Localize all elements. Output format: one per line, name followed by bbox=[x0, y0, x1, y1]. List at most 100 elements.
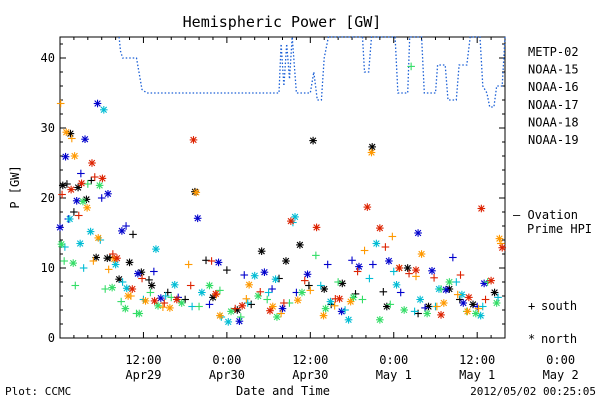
south-point bbox=[118, 278, 127, 286]
north-point bbox=[321, 304, 330, 313]
south-point bbox=[410, 307, 419, 316]
south-point bbox=[381, 243, 390, 251]
south-point bbox=[101, 285, 109, 293]
north-point bbox=[437, 311, 445, 319]
north-point bbox=[121, 304, 130, 313]
point-stroke bbox=[245, 281, 253, 289]
point-stroke bbox=[88, 159, 96, 167]
point-stroke bbox=[269, 303, 277, 310]
y-tick-label: 20 bbox=[41, 191, 55, 205]
south-point bbox=[280, 299, 288, 307]
south-point bbox=[405, 269, 413, 278]
north-point bbox=[76, 239, 84, 248]
x-tick-time-label: 0:00 bbox=[546, 353, 575, 367]
y-tick-label: 10 bbox=[41, 261, 55, 275]
north-point bbox=[326, 297, 335, 306]
south-point bbox=[369, 260, 377, 269]
north-point bbox=[469, 300, 477, 309]
point-stroke bbox=[487, 277, 495, 284]
point-stroke bbox=[400, 306, 408, 314]
north-point bbox=[337, 307, 346, 316]
point-stroke bbox=[396, 264, 403, 272]
north-point bbox=[368, 143, 376, 151]
south-point bbox=[63, 180, 71, 188]
north-point bbox=[273, 313, 281, 321]
point-stroke bbox=[99, 175, 106, 182]
north-point bbox=[250, 271, 259, 280]
south-point bbox=[389, 267, 398, 276]
south-point bbox=[430, 274, 438, 282]
north-point bbox=[88, 159, 96, 167]
north-point bbox=[57, 240, 66, 248]
north-point bbox=[56, 223, 64, 232]
north-point bbox=[349, 293, 358, 302]
point-stroke bbox=[87, 228, 94, 235]
point-stroke bbox=[347, 298, 354, 305]
south-point bbox=[207, 257, 216, 265]
x-tick-time-label: 0:00 bbox=[379, 353, 408, 367]
south-point bbox=[216, 286, 224, 295]
south-point bbox=[132, 309, 141, 318]
point-stroke bbox=[339, 280, 346, 287]
south-point bbox=[145, 276, 153, 284]
south-point bbox=[77, 169, 85, 178]
north-point bbox=[495, 234, 504, 243]
north-point bbox=[428, 267, 436, 275]
x-tick-date-label: Apr30 bbox=[209, 368, 245, 382]
north-point bbox=[266, 306, 274, 315]
north-point bbox=[480, 279, 488, 288]
south-point bbox=[188, 302, 196, 311]
point-stroke bbox=[173, 296, 181, 303]
point-stroke bbox=[134, 270, 142, 277]
legend-entry: NOAA-15 bbox=[528, 63, 579, 77]
north-point bbox=[141, 297, 150, 305]
south-point bbox=[277, 309, 285, 318]
north-point bbox=[385, 257, 393, 265]
north-point bbox=[465, 293, 473, 302]
point-stroke bbox=[78, 180, 85, 187]
point-stroke bbox=[115, 275, 123, 283]
north-point bbox=[58, 181, 67, 190]
north-point bbox=[282, 257, 290, 265]
x-tick-time-label: 12:00 bbox=[125, 353, 161, 367]
south-point bbox=[236, 313, 245, 321]
point-stroke bbox=[67, 186, 75, 193]
south-point bbox=[494, 293, 502, 302]
point-stroke bbox=[92, 254, 100, 261]
north-point bbox=[463, 307, 472, 316]
north-point bbox=[403, 264, 412, 272]
north-point bbox=[189, 136, 198, 144]
point-stroke bbox=[498, 244, 506, 251]
north-point bbox=[216, 311, 224, 320]
north-point bbox=[69, 259, 78, 267]
point-stroke bbox=[296, 241, 304, 249]
x-tick-date-label: Apr29 bbox=[125, 368, 161, 382]
point-stroke bbox=[412, 266, 420, 274]
north-point bbox=[74, 183, 82, 192]
plot-timestamp: 2012/05/02 00:25:05 bbox=[470, 385, 596, 398]
point-stroke bbox=[350, 294, 357, 301]
point-stroke bbox=[108, 284, 116, 291]
point-stroke bbox=[460, 299, 467, 307]
north-point bbox=[111, 260, 120, 269]
north-point bbox=[95, 181, 104, 190]
north-point bbox=[108, 283, 116, 292]
south-point bbox=[186, 281, 195, 290]
point-stroke bbox=[320, 312, 327, 319]
point-stroke bbox=[437, 311, 445, 319]
north-point bbox=[367, 148, 376, 157]
x-tick-date-label: May 2 bbox=[543, 368, 579, 382]
north-point bbox=[459, 299, 468, 307]
point-stroke bbox=[320, 285, 328, 293]
north-point bbox=[417, 250, 426, 258]
point-stroke bbox=[83, 204, 91, 212]
south-point bbox=[263, 295, 272, 304]
north-point bbox=[118, 227, 126, 235]
point-stroke bbox=[104, 254, 111, 262]
south-point bbox=[163, 288, 172, 297]
north-point bbox=[424, 302, 433, 311]
x-tick-time-label: 0:00 bbox=[212, 353, 241, 367]
north-point bbox=[338, 279, 347, 288]
